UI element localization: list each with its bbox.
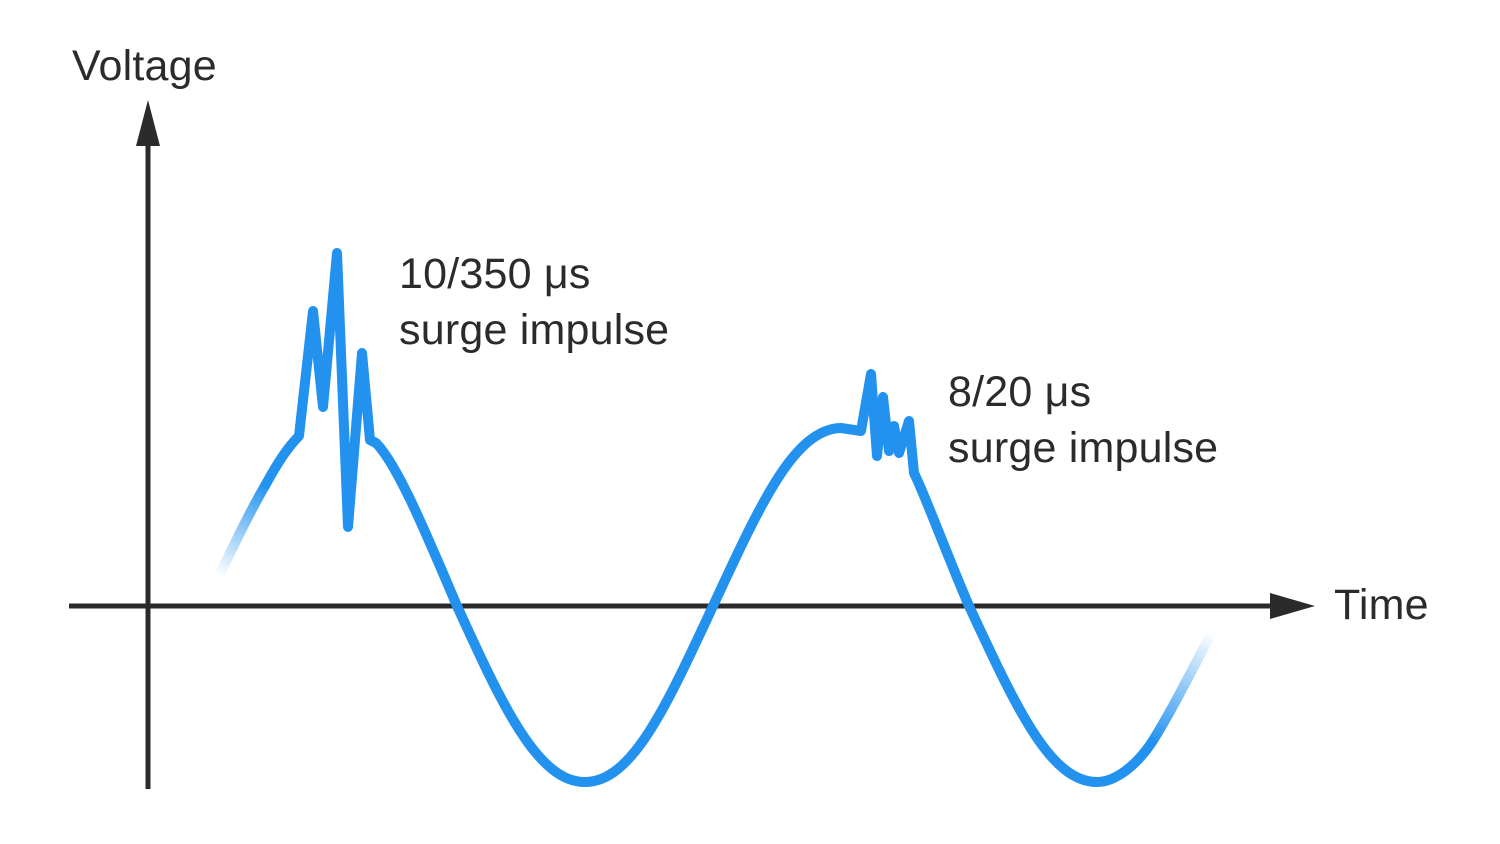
- surge-annotation-10-350: 10/350 μs surge impulse: [399, 246, 669, 358]
- surge-annotation-8-20-line1: 8/20 μs: [948, 368, 1092, 416]
- surge-annotation-10-350-line2: surge impulse: [399, 306, 670, 354]
- y-axis-arrowhead: [136, 100, 160, 146]
- surge-annotation-8-20-line2: surge impulse: [948, 424, 1219, 472]
- x-axis-arrowhead: [1270, 593, 1315, 619]
- x-axis-label: Time: [1334, 581, 1429, 629]
- surge-annotation-10-350-line1: 10/350 μs: [399, 250, 591, 298]
- y-axis-label: Voltage: [72, 42, 217, 90]
- surge-annotation-8-20: 8/20 μs surge impulse: [948, 364, 1218, 476]
- sine-wave-with-surges: [261, 248, 1157, 787]
- sine-wave-fade-out: [1147, 627, 1217, 747]
- sine-wave-fade-in: [212, 479, 271, 585]
